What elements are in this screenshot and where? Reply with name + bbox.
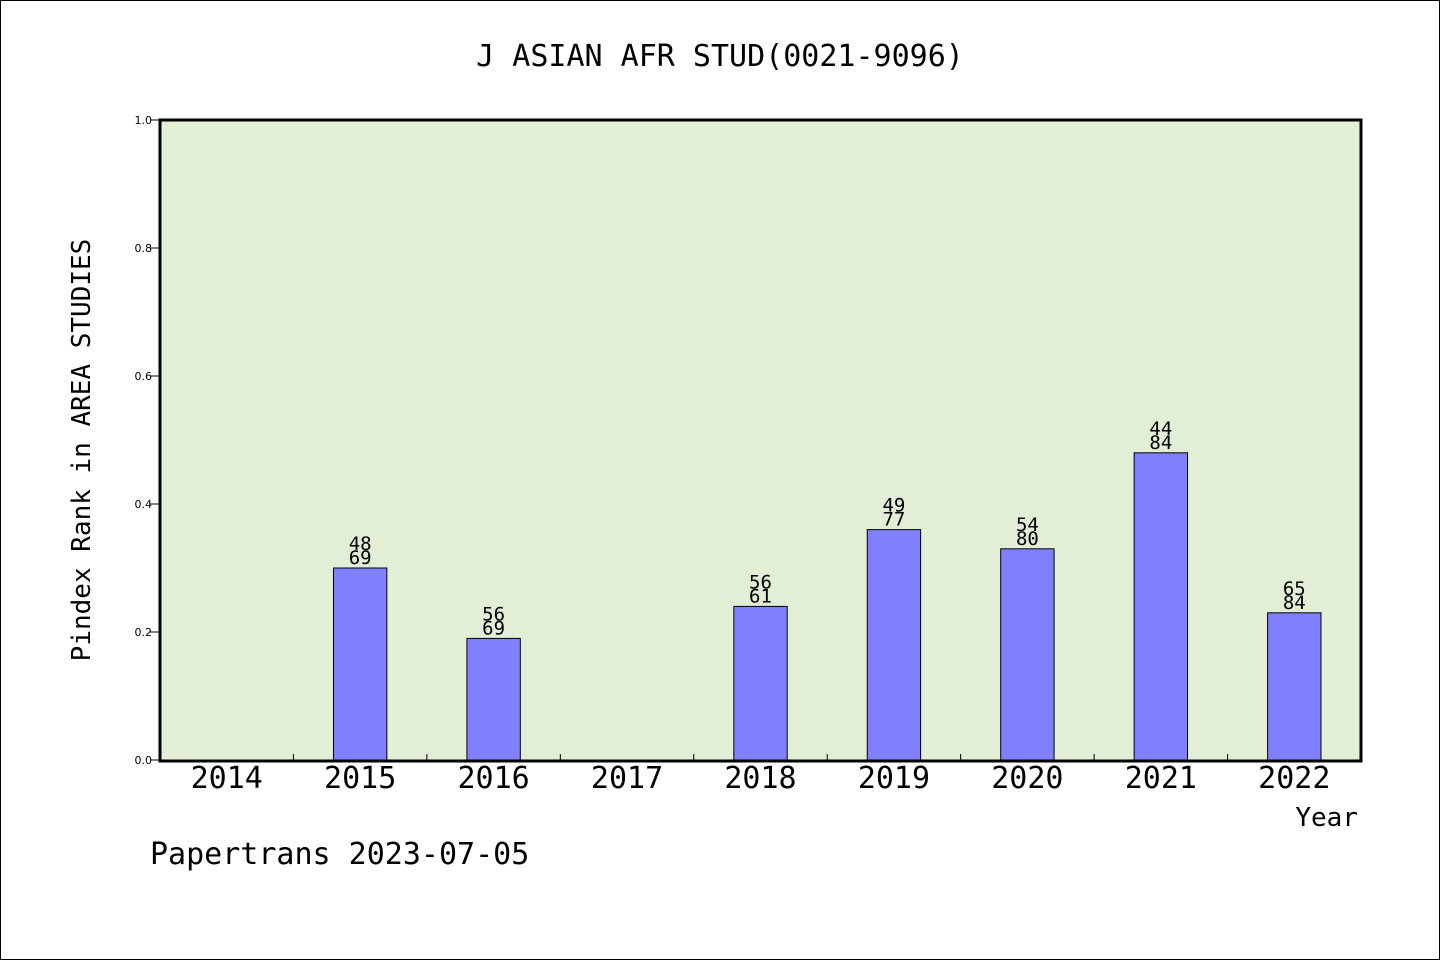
bar-rank-label: 49 xyxy=(882,495,905,517)
y-tick-label: 0.0 xyxy=(135,754,153,767)
y-tick-label: 0.4 xyxy=(135,498,153,511)
x-tick-label: 2016 xyxy=(457,761,529,796)
bar-rank-label: 56 xyxy=(482,603,505,625)
bar-rank-label: 54 xyxy=(1016,514,1039,536)
bar-total-label: 84 xyxy=(1149,432,1172,454)
y-tick-label: 1.0 xyxy=(135,114,153,127)
bar-2021 xyxy=(1133,452,1189,761)
bar-total-label: 69 xyxy=(482,617,505,639)
bar-2020 xyxy=(1000,548,1055,761)
bar-2019 xyxy=(866,529,922,761)
bar-2015 xyxy=(332,567,388,761)
y-tick-label: 0.6 xyxy=(135,370,153,383)
bar-total-label: 61 xyxy=(749,585,772,607)
bar-rank-label: 44 xyxy=(1149,418,1172,440)
x-tick-label: 2014 xyxy=(191,761,263,796)
bar-rank-label: 48 xyxy=(349,533,372,555)
y-axis-label: Pindex Rank in AREA STUDIES xyxy=(67,239,97,662)
bar-total-label: 69 xyxy=(349,547,372,569)
y-axis: 0.0 0.2 0.4 0.6 0.8 1.0 xyxy=(135,114,160,767)
bar-2016 xyxy=(466,637,521,761)
chart-title: J ASIAN AFR STUD(0021-9096) xyxy=(476,39,964,74)
x-axis-label: Year xyxy=(1295,803,1358,833)
x-tick-label: 2019 xyxy=(858,761,930,796)
y-tick-label: 0.8 xyxy=(135,242,153,255)
x-tick-label: 2022 xyxy=(1258,761,1330,796)
footer-text: Papertrans 2023-07-05 xyxy=(150,837,529,872)
bar-2022 xyxy=(1267,612,1322,761)
bar-2018 xyxy=(733,605,788,761)
bar-total-label: 77 xyxy=(882,509,905,531)
x-tick-label: 2017 xyxy=(591,761,663,796)
y-tick-label: 0.2 xyxy=(135,626,153,639)
x-tick-label: 2018 xyxy=(724,761,796,796)
x-tick-label: 2015 xyxy=(324,761,396,796)
x-tick-label: 2020 xyxy=(991,761,1063,796)
bar-total-label: 84 xyxy=(1283,592,1306,614)
x-tick-label: 2021 xyxy=(1125,761,1197,796)
bar-rank-label: 56 xyxy=(749,571,772,593)
bar-rank-label: 65 xyxy=(1283,578,1306,600)
x-axis: 2014 2015 2016 2017 2018 2019 2020 2021 2022 xyxy=(191,754,1330,796)
bar-total-label: 80 xyxy=(1016,528,1039,550)
